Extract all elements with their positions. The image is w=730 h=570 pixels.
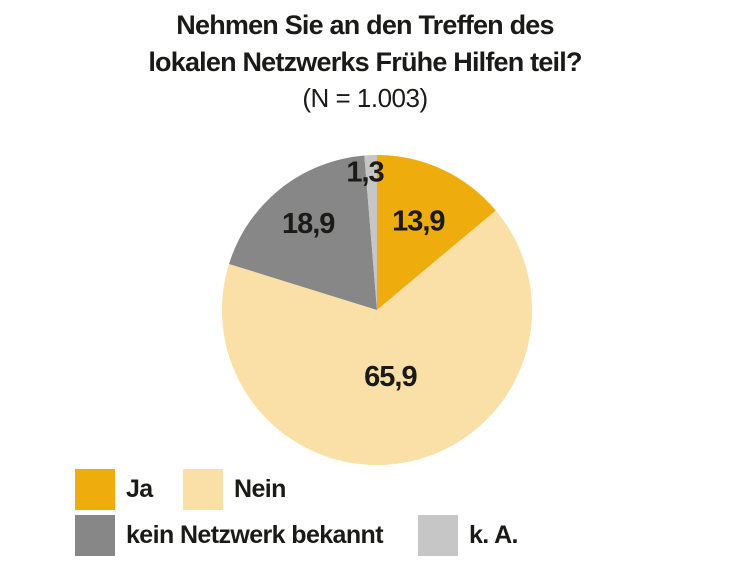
pie-slice-kein-netzwerk-bekannt (229, 155, 377, 310)
sample-size: (N = 1.003) (302, 83, 428, 113)
legend-swatch-ja (75, 469, 115, 510)
slice-value-label-ja: 13,9 (392, 206, 445, 238)
legend-swatch-kein-netzwerk-bekannt (75, 515, 115, 556)
pie-slice-k-a (364, 155, 377, 310)
title-line-2: lokalen Netzwerks Frühe Hilfen teil? (148, 47, 582, 77)
legend-swatch-k-a (418, 515, 458, 556)
title-line-1: Nehmen Sie an den Treffen des (176, 10, 554, 40)
legend-item-ja: Ja (75, 469, 153, 510)
slice-value-label-kein-netzwerk-bekannt: 18,9 (282, 208, 335, 240)
slice-value-label-k-a: 1,3 (346, 157, 384, 189)
legend-item-k-a: k. A. (418, 515, 518, 556)
legend-item-nein: Nein (183, 469, 286, 510)
legend-swatch-nein (183, 469, 223, 510)
legend-label-k-a: k. A. (469, 521, 518, 549)
legend-label-ja: Ja (126, 475, 153, 503)
legend-label-nein: Nein (234, 475, 286, 503)
pie-slice-ja (377, 155, 496, 310)
pie-slice-nein (222, 210, 533, 466)
legend-item-kein-netzwerk-bekannt: kein Netzwerk bekannt (75, 515, 384, 556)
chart-title: Nehmen Sie an den Treffen des lokalen Ne… (0, 7, 730, 116)
legend-label-kein-netzwerk-bekannt: kein Netzwerk bekannt (126, 521, 384, 549)
slice-value-label-nein: 65,9 (364, 361, 417, 393)
